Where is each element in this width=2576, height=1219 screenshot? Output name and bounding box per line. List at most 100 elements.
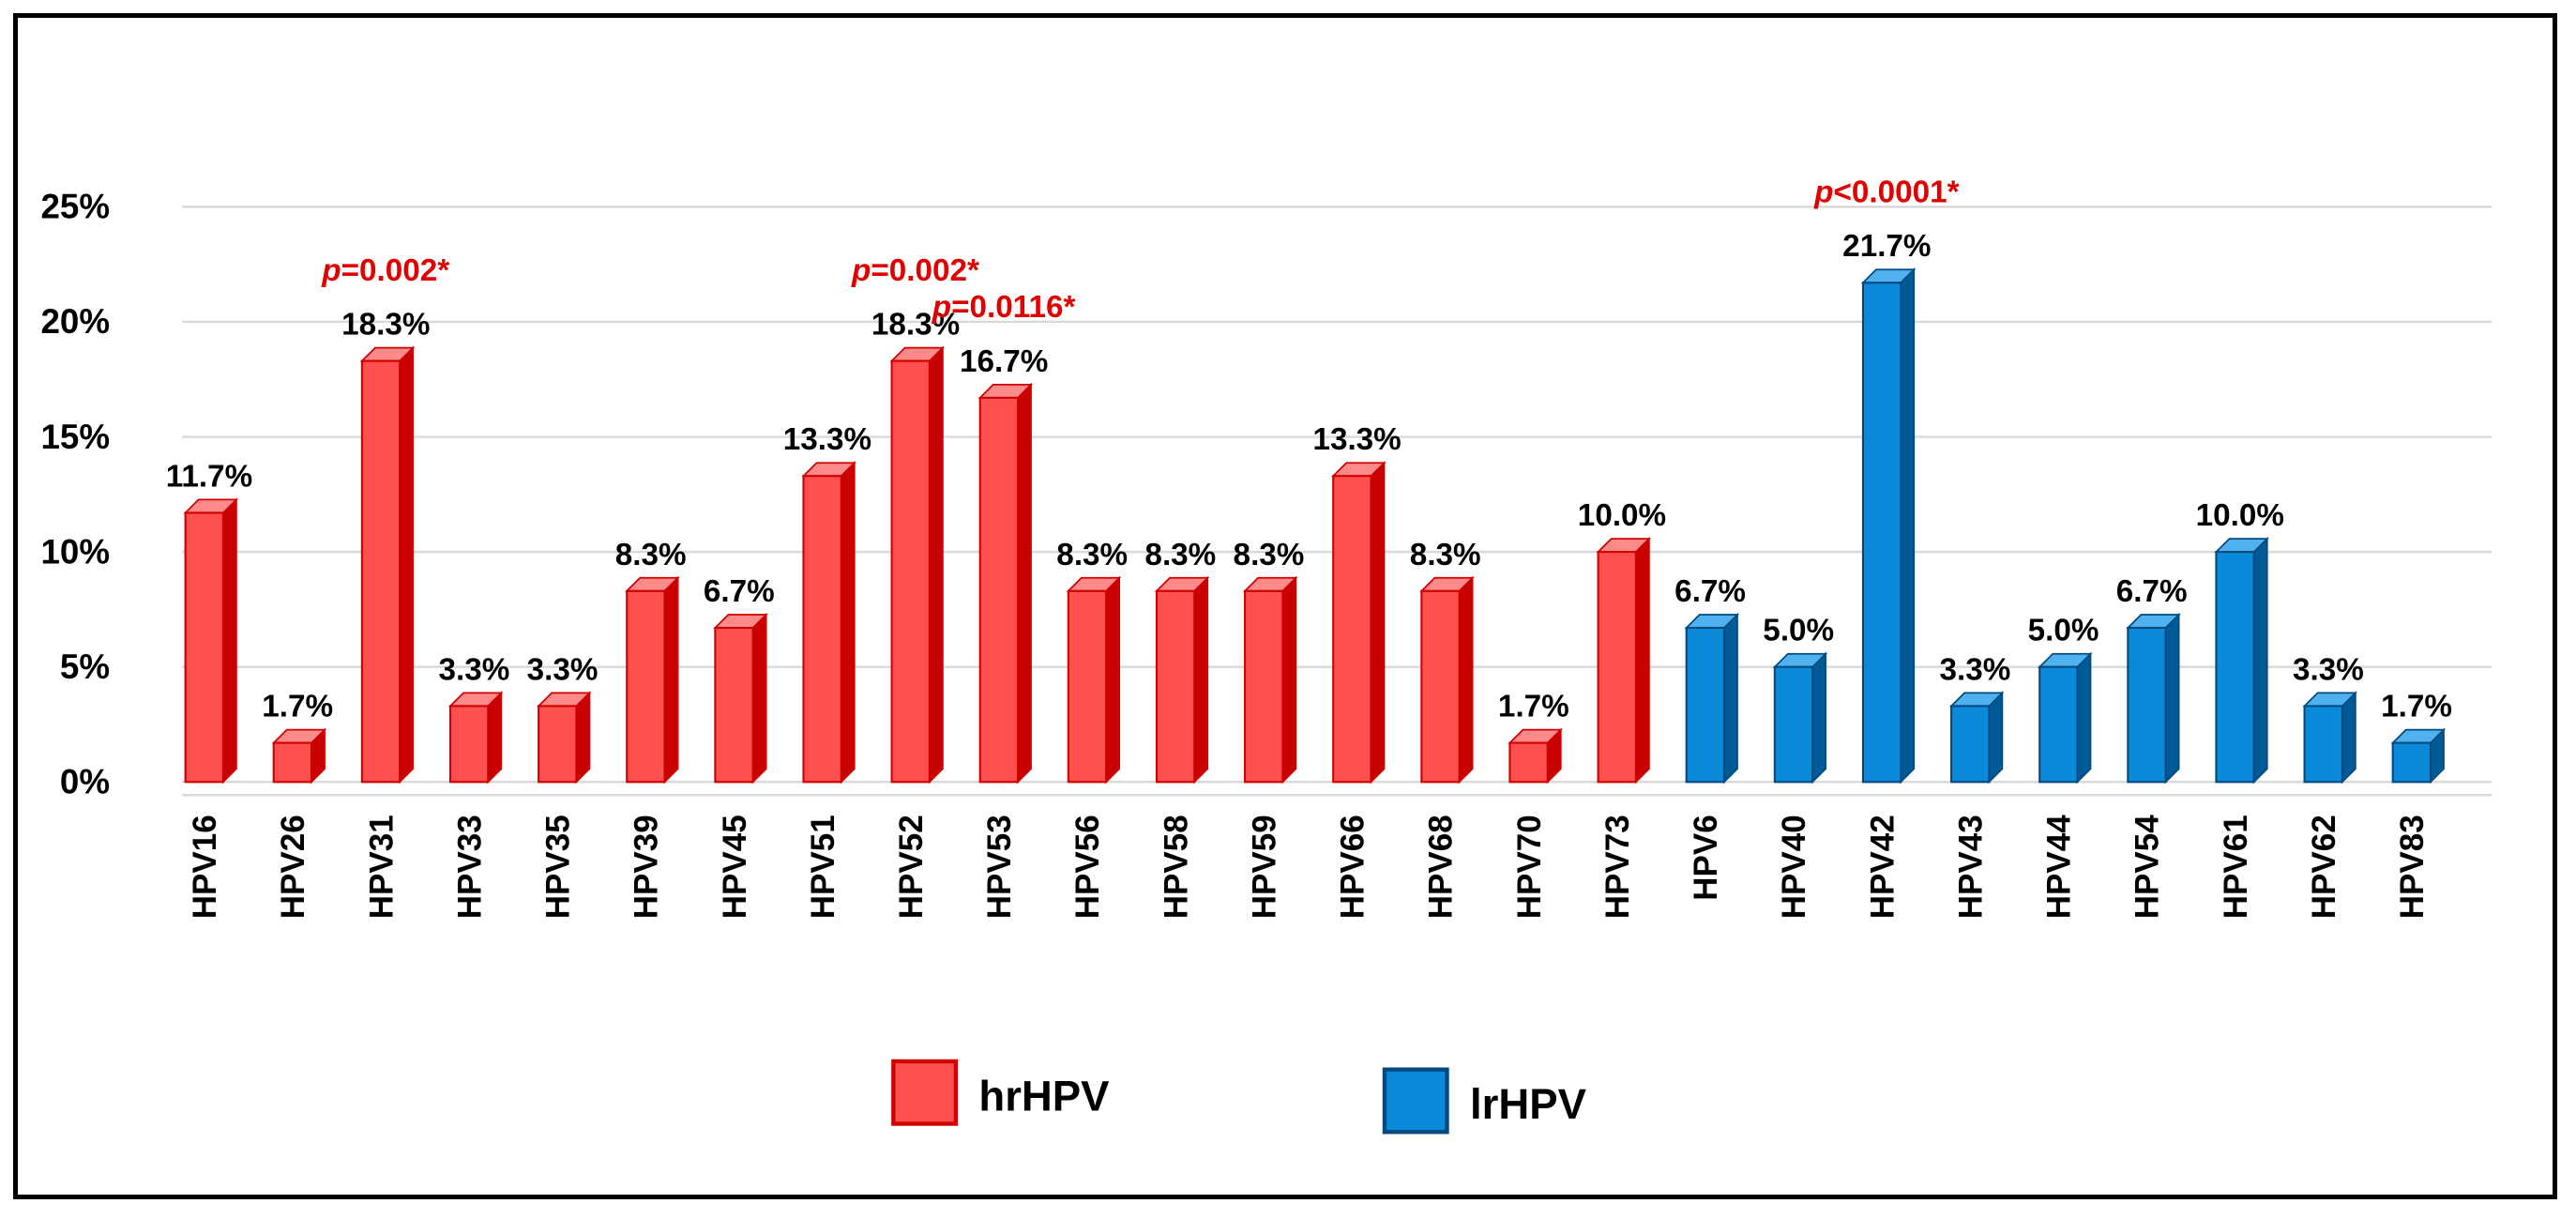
x-tick-label-hpv59: HPV59: [1246, 815, 1282, 919]
x-tick-label-hpv33: HPV33: [451, 815, 488, 919]
x-tick-label-hpv70: HPV70: [1511, 815, 1548, 919]
value-label-hpv35: 3.3%: [527, 652, 599, 687]
value-label-hpv6: 6.7%: [1674, 574, 1746, 609]
bar-hpv59: [1242, 575, 1298, 785]
bar-hpv70: [1508, 727, 1563, 785]
bar-hpv31: [359, 345, 416, 785]
bar-hpv42: [1860, 267, 1917, 785]
p-value-annotations: p=0.002* p=0.002*p=0.0116*p<0.0001*: [321, 175, 1959, 325]
x-tick-label-hpv61: HPV61: [2218, 815, 2254, 919]
bar-hpv39: [625, 575, 680, 785]
legend-label-hr: hrHPV: [978, 1073, 1110, 1120]
p-value-annotation-hpv53: p=0.0116*: [932, 290, 1076, 325]
value-label-hpv66: 13.3%: [1312, 422, 1401, 457]
legend-swatch-lr: [1382, 1067, 1449, 1135]
bar-hpv33: [447, 691, 504, 785]
value-label-hpv44: 5.0%: [2028, 614, 2099, 648]
x-tick-label-hpv6: HPV6: [1688, 815, 1724, 900]
value-label-hpv62: 3.3%: [2293, 652, 2364, 687]
bar-hpv62: [2302, 691, 2357, 785]
bar-hpv56: [1066, 575, 1122, 785]
value-label-hpv83: 1.7%: [2381, 690, 2452, 724]
x-tick-label-hpv40: HPV40: [1776, 815, 1812, 919]
bar-hpv35: [536, 691, 592, 785]
bar-hpv73: [1596, 536, 1651, 785]
x-tick-label-hpv51: HPV51: [805, 815, 841, 919]
bar-hpv58: [1154, 575, 1210, 785]
x-axis-ticks: HPV16 HPV26 HPV31 HPV33 HPV35 HPV39 HPV45 HPV51…: [187, 815, 2431, 919]
legend-swatch-hr: [891, 1059, 959, 1126]
x-tick-label-hpv83: HPV83: [2394, 815, 2431, 919]
value-label-hpv33: 3.3%: [438, 652, 509, 687]
x-tick-label-hpv68: HPV68: [1423, 815, 1460, 919]
bar-hpv16: [183, 497, 239, 785]
value-label-hpv61: 10.0%: [2196, 498, 2284, 533]
bar-hpv54: [2126, 612, 2181, 785]
bar-hpv68: [1419, 575, 1475, 785]
legend-label-lr: lrHPV: [1470, 1080, 1587, 1128]
value-label-hpv70: 1.7%: [1498, 690, 1569, 724]
value-label-hpv52: 18.3%: [871, 308, 960, 343]
x-tick-label-hpv43: HPV43: [1952, 815, 1989, 919]
bar-hpv53: [977, 382, 1034, 785]
bar-hpv6: [1684, 612, 1740, 785]
bar-hpv26: [271, 727, 327, 785]
value-label-hpv31: 18.3%: [341, 308, 430, 343]
p-value-annotation-hpv52: p=0.002*: [851, 253, 979, 288]
value-labels: 11.7% 1.7% 18.3% 3.3% 3.3% 8.3% 6.7% 13.3% 18.3%…: [166, 229, 2452, 724]
x-tick-label-hpv44: HPV44: [2041, 815, 2078, 919]
x-tick-label-hpv35: HPV35: [540, 815, 577, 919]
value-label-hpv68: 8.3%: [1410, 538, 1481, 572]
value-label-hpv43: 3.3%: [1940, 652, 2011, 687]
value-label-hpv51: 13.3%: [783, 422, 871, 457]
y-tick-label: 0%: [60, 763, 110, 801]
chart-frame: 0% 5% 10% 15% 20% 25% 11.7% 1.7% 18.3% 3.3% 3.3% 8.…: [13, 13, 2557, 1199]
bar-hpv44: [2038, 651, 2093, 785]
x-tick-label-hpv56: HPV56: [1069, 815, 1106, 919]
x-tick-label-hpv42: HPV42: [1864, 815, 1901, 919]
x-tick-label-hpv39: HPV39: [629, 815, 665, 919]
value-label-hpv16: 11.7%: [166, 459, 252, 494]
x-tick-label-hpv58: HPV58: [1158, 815, 1194, 919]
y-tick-label: 25%: [40, 188, 110, 226]
legend: hrHPV lrHPV: [891, 1059, 1587, 1135]
hpv-prevalence-bar-chart: 0% 5% 10% 15% 20% 25% 11.7% 1.7% 18.3% 3.3% 3.3% 8.…: [40, 175, 2493, 1135]
bar-hpv51: [801, 461, 856, 785]
bar-hpv66: [1331, 461, 1386, 785]
bar-hpv52: [889, 345, 946, 785]
value-label-hpv53: 16.7%: [960, 344, 1048, 379]
bar-hpv40: [1772, 651, 1828, 785]
x-tick-label-hpv54: HPV54: [2129, 815, 2166, 919]
legend-entry-hrhpv: hrHPV: [891, 1059, 1110, 1126]
bar-hpv45: [713, 612, 768, 785]
legend-entry-lrhpv: lrHPV: [1382, 1067, 1587, 1135]
x-tick-label-hpv45: HPV45: [717, 815, 753, 919]
value-label-hpv59: 8.3%: [1234, 538, 1305, 572]
x-tick-label-hpv31: HPV31: [363, 815, 400, 919]
p-value-annotation-hpv31: p=0.002*: [321, 253, 449, 288]
value-label-hpv42: 21.7%: [1842, 229, 1931, 264]
x-tick-label-hpv73: HPV73: [1599, 815, 1636, 919]
y-tick-label: 5%: [60, 648, 110, 686]
value-label-hpv40: 5.0%: [1763, 614, 1834, 648]
x-tick-label-hpv26: HPV26: [275, 815, 311, 919]
value-label-hpv26: 1.7%: [262, 690, 333, 724]
y-tick-label: 20%: [40, 302, 110, 341]
bars: [183, 267, 2447, 785]
y-axis-ticks: 0% 5% 10% 15% 20% 25%: [40, 188, 110, 801]
value-label-hpv45: 6.7%: [704, 574, 775, 609]
value-label-hpv56: 8.3%: [1056, 538, 1128, 572]
value-label-hpv58: 8.3%: [1144, 538, 1216, 572]
x-tick-label-hpv53: HPV53: [981, 815, 1018, 919]
bar-hpv83: [2390, 727, 2447, 785]
bar-hpv61: [2214, 536, 2269, 785]
y-tick-label: 10%: [40, 532, 110, 571]
value-label-hpv73: 10.0%: [1578, 498, 1666, 533]
bar-hpv43: [1948, 691, 2005, 785]
p-value-annotation-hpv42: p<0.0001*: [1813, 175, 1960, 209]
value-label-hpv54: 6.7%: [2116, 574, 2188, 609]
value-label-hpv39: 8.3%: [615, 538, 687, 572]
x-tick-label-hpv16: HPV16: [187, 815, 223, 919]
x-tick-label-hpv52: HPV52: [893, 815, 930, 919]
y-tick-label: 15%: [40, 418, 110, 456]
